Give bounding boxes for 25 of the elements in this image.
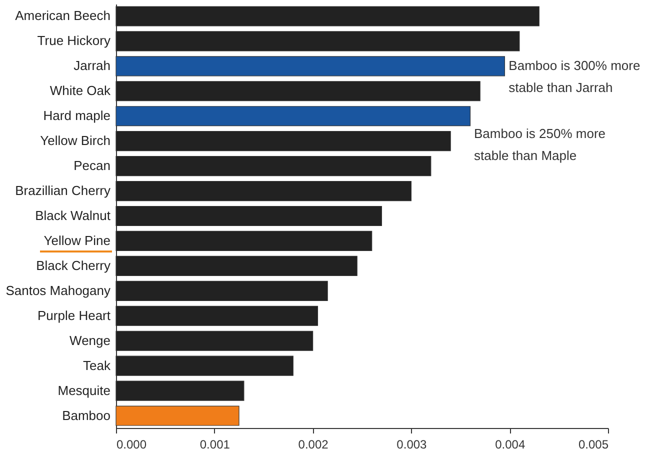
y-tick-label: Wenge [70, 332, 110, 348]
y-tick-label: Teak [83, 358, 111, 373]
y-tick-label: Purple Heart [38, 308, 111, 323]
x-tick-label: 0.004 [495, 438, 526, 452]
x-tick-label: 0.003 [396, 438, 428, 452]
annotation: Bamboo is 300% more stable than Jarrah [508, 58, 640, 96]
y-tick-label: White Oak [50, 83, 111, 98]
y-tick-label: Bamboo [62, 408, 110, 423]
y-tick-label: Black Walnut [35, 208, 111, 223]
y-tick-label: Yellow Pine [44, 232, 110, 248]
y-tick-label: Jarrah [74, 58, 110, 74]
x-tick-label: 0.000 [116, 438, 147, 452]
y-tick-label: Mesquite [58, 382, 110, 398]
y-tick-label: Pecan [74, 158, 110, 174]
annotation: Bamboo is 250% more stable than Maple [474, 126, 606, 163]
y-tick-label: True Hickory [37, 33, 111, 48]
y-tick-label: Hard maple [43, 108, 110, 124]
x-tick-label: 0.005 [578, 438, 609, 452]
x-tick-label: 0.001 [200, 438, 230, 452]
y-tick-label: American Beech [15, 8, 110, 24]
y-tick-label: Brazillian Cherry [15, 183, 111, 198]
y-tick-label: Black Cherry [36, 258, 111, 273]
x-tick-label: 0.002 [298, 438, 329, 452]
y-tick-label: Santos Mahogany [6, 282, 111, 298]
y-tick-label: Yellow Birch [40, 133, 110, 148]
